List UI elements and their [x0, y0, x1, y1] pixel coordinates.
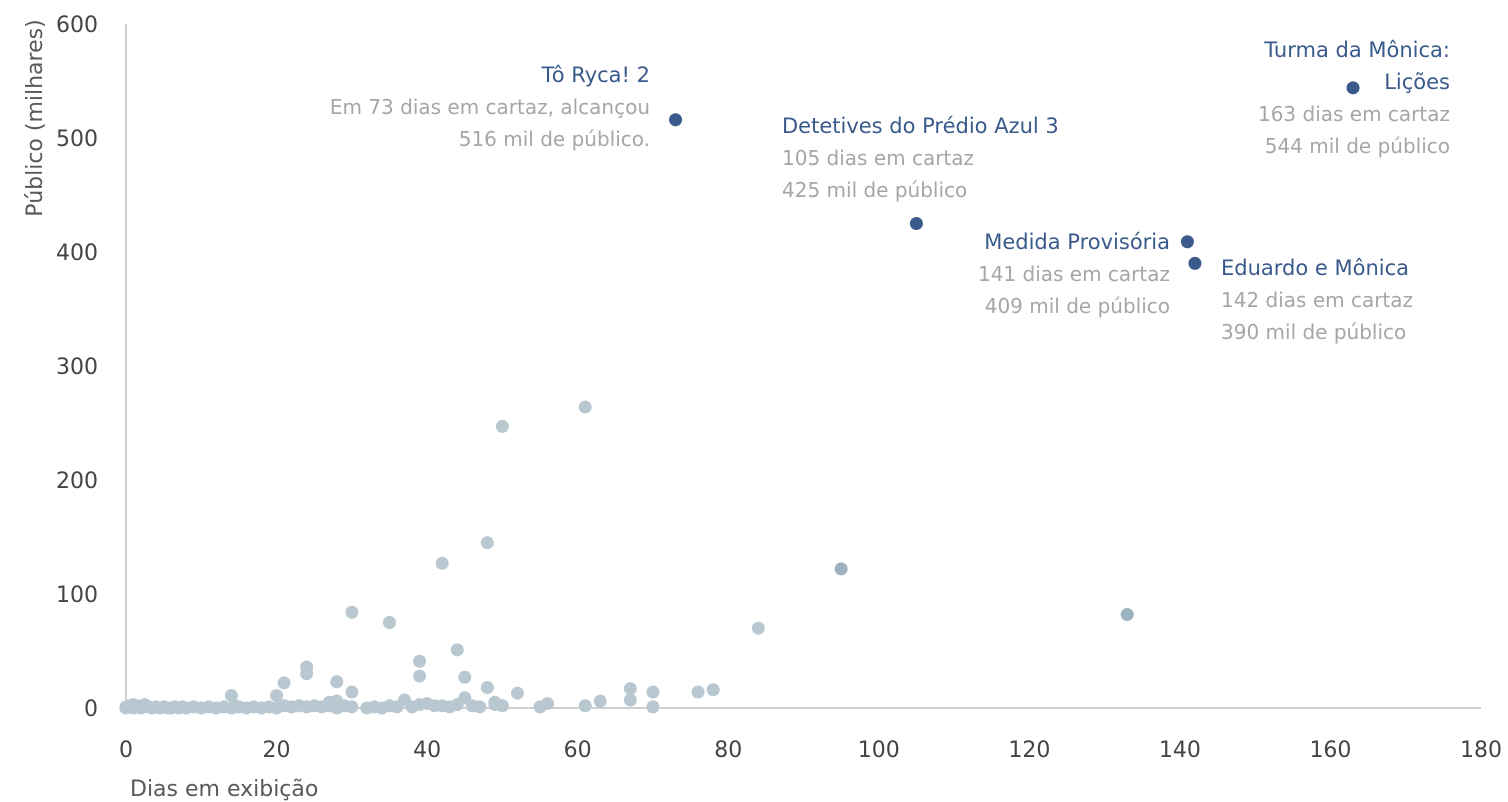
data-point: [646, 685, 660, 699]
annotation-text: 409 mil de público: [985, 294, 1170, 318]
data-point: [623, 693, 637, 707]
data-point: [706, 683, 720, 697]
annotation-text: 425 mil de público: [782, 178, 967, 202]
data-point: [458, 670, 472, 684]
data-point: [646, 700, 660, 714]
data-point: [300, 660, 314, 674]
data-point: [345, 700, 359, 714]
y-tick-label: 400: [56, 241, 98, 266]
data-point: [382, 616, 396, 629]
data-point: [751, 621, 765, 635]
x-tick-label: 80: [714, 738, 742, 763]
data-point: [345, 605, 359, 619]
data-point: [578, 400, 592, 414]
highlight-points: [669, 81, 1360, 270]
annotation-title: Turma da Mônica:: [1263, 38, 1450, 62]
annotations: Tô Ryca! 2 Em 73 dias em cartaz, alcançou…: [330, 38, 1450, 344]
data-point: [593, 694, 607, 708]
x-tick-label: 160: [1309, 738, 1351, 763]
data-point: [330, 675, 344, 689]
data-point: [495, 419, 509, 433]
data-point: [578, 699, 592, 713]
data-point: [480, 536, 494, 550]
data-point: [473, 700, 487, 714]
annotation-title: Detetives do Prédio Azul 3: [782, 114, 1059, 138]
x-tick-label: 60: [564, 738, 592, 763]
data-point: [450, 643, 464, 657]
data-point: [270, 688, 284, 702]
annotation-title: Medida Provisória: [984, 230, 1170, 254]
highlight-point: [1180, 235, 1194, 249]
annotation-text: 163 dias em cartaz: [1258, 102, 1450, 126]
data-point: [224, 688, 238, 702]
background-points: [119, 400, 1134, 715]
annotation-text: 141 dias em cartaz: [978, 262, 1170, 286]
data-point: [480, 680, 494, 694]
annotation-text: 390 mil de público: [1221, 320, 1406, 344]
y-tick-label: 200: [56, 469, 98, 494]
x-tick-label: 0: [119, 738, 133, 763]
x-axis-title: Dias em exibição: [130, 777, 318, 802]
y-tick-label: 600: [56, 13, 98, 38]
x-tick-label: 20: [263, 738, 291, 763]
data-point: [435, 556, 449, 570]
y-tick-label: 0: [84, 697, 98, 722]
annotation-text: Em 73 dias em cartaz, alcançou: [330, 95, 650, 119]
x-tick-label: 180: [1460, 738, 1502, 763]
data-point: [495, 699, 509, 713]
axes: 0 20 40 60 80 100 120 140 160 180 0 100 200 300 400 500…: [56, 13, 1502, 763]
data-point: [691, 685, 705, 699]
annotation-title: Lições: [1384, 70, 1450, 94]
data-point: [623, 682, 637, 696]
annotation-text: 142 dias em cartaz: [1221, 288, 1413, 312]
data-point: [1120, 608, 1134, 622]
annotation-title: Eduardo e Mônica: [1221, 256, 1409, 280]
data-point: [277, 676, 291, 690]
y-axis-title: Público (milhares): [23, 19, 48, 216]
highlight-point: [1346, 81, 1360, 95]
highlight-point: [909, 217, 923, 230]
data-point: [345, 685, 359, 699]
highlight-point: [669, 113, 683, 127]
x-tick-label: 140: [1159, 738, 1201, 763]
data-point: [510, 686, 524, 700]
y-tick-label: 100: [56, 583, 98, 608]
y-tick-label: 500: [56, 127, 98, 152]
annotation-text: 516 mil de público.: [459, 127, 650, 151]
data-point: [413, 654, 427, 668]
annotation-text: 544 mil de público: [1265, 134, 1450, 158]
data-point: [834, 562, 848, 576]
data-point: [413, 669, 427, 683]
x-tick-label: 120: [1008, 738, 1050, 763]
x-tick-label: 40: [413, 738, 441, 763]
annotation-title: Tô Ryca! 2: [541, 63, 650, 87]
data-point: [541, 696, 555, 710]
annotation-text: 105 dias em cartaz: [782, 146, 974, 170]
x-tick-label: 100: [858, 738, 900, 763]
y-tick-label: 300: [56, 355, 98, 380]
highlight-point: [1188, 256, 1202, 270]
